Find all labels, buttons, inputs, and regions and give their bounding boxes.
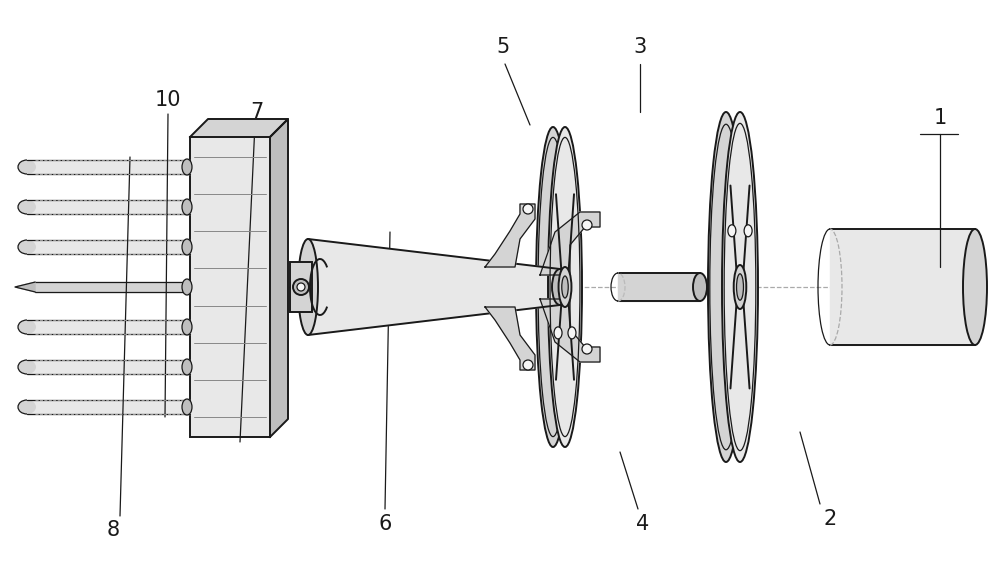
Ellipse shape	[559, 267, 571, 307]
Ellipse shape	[18, 240, 36, 254]
Bar	[290, 262, 312, 312]
Ellipse shape	[182, 239, 192, 255]
Polygon shape	[618, 273, 700, 301]
Ellipse shape	[562, 276, 568, 298]
Text: 8: 8	[106, 520, 120, 540]
Ellipse shape	[722, 112, 758, 462]
Text: 6: 6	[378, 514, 392, 534]
Polygon shape	[540, 299, 600, 362]
Ellipse shape	[734, 265, 746, 309]
Polygon shape	[15, 282, 35, 292]
Text: 1: 1	[933, 108, 947, 128]
Polygon shape	[308, 239, 560, 335]
Ellipse shape	[728, 225, 736, 237]
Ellipse shape	[182, 159, 192, 175]
Ellipse shape	[182, 199, 192, 215]
Ellipse shape	[963, 229, 987, 345]
Ellipse shape	[523, 360, 533, 370]
Ellipse shape	[297, 283, 305, 291]
Text: 3: 3	[633, 37, 647, 57]
Ellipse shape	[18, 400, 36, 414]
Polygon shape	[190, 119, 288, 137]
Ellipse shape	[554, 327, 562, 339]
Ellipse shape	[182, 279, 192, 295]
Bar	[190, 137, 270, 437]
Text: 4: 4	[636, 514, 650, 534]
Ellipse shape	[182, 399, 192, 415]
Ellipse shape	[298, 239, 318, 335]
Ellipse shape	[552, 269, 568, 305]
Polygon shape	[27, 320, 190, 334]
Ellipse shape	[523, 204, 533, 214]
Ellipse shape	[18, 160, 36, 174]
Ellipse shape	[182, 359, 192, 375]
Polygon shape	[540, 212, 600, 275]
Ellipse shape	[18, 200, 36, 214]
Text: 2: 2	[823, 509, 837, 529]
Ellipse shape	[708, 112, 744, 462]
Polygon shape	[830, 229, 975, 345]
Polygon shape	[27, 160, 190, 174]
Polygon shape	[27, 360, 190, 374]
Ellipse shape	[744, 225, 752, 237]
Polygon shape	[485, 307, 535, 370]
Polygon shape	[270, 119, 288, 437]
Polygon shape	[27, 200, 190, 214]
Ellipse shape	[737, 274, 743, 300]
Polygon shape	[27, 400, 190, 414]
Ellipse shape	[536, 127, 570, 447]
Polygon shape	[27, 240, 190, 254]
Polygon shape	[485, 204, 535, 267]
Ellipse shape	[18, 360, 36, 374]
Ellipse shape	[548, 127, 582, 447]
Ellipse shape	[182, 319, 192, 335]
Ellipse shape	[582, 220, 592, 230]
Text: 5: 5	[496, 37, 510, 57]
Text: 10: 10	[155, 90, 181, 110]
Ellipse shape	[18, 320, 36, 334]
Ellipse shape	[582, 344, 592, 354]
Polygon shape	[35, 282, 190, 292]
Ellipse shape	[693, 273, 707, 301]
Ellipse shape	[293, 279, 309, 295]
Ellipse shape	[568, 327, 576, 339]
Text: 7: 7	[250, 102, 264, 122]
